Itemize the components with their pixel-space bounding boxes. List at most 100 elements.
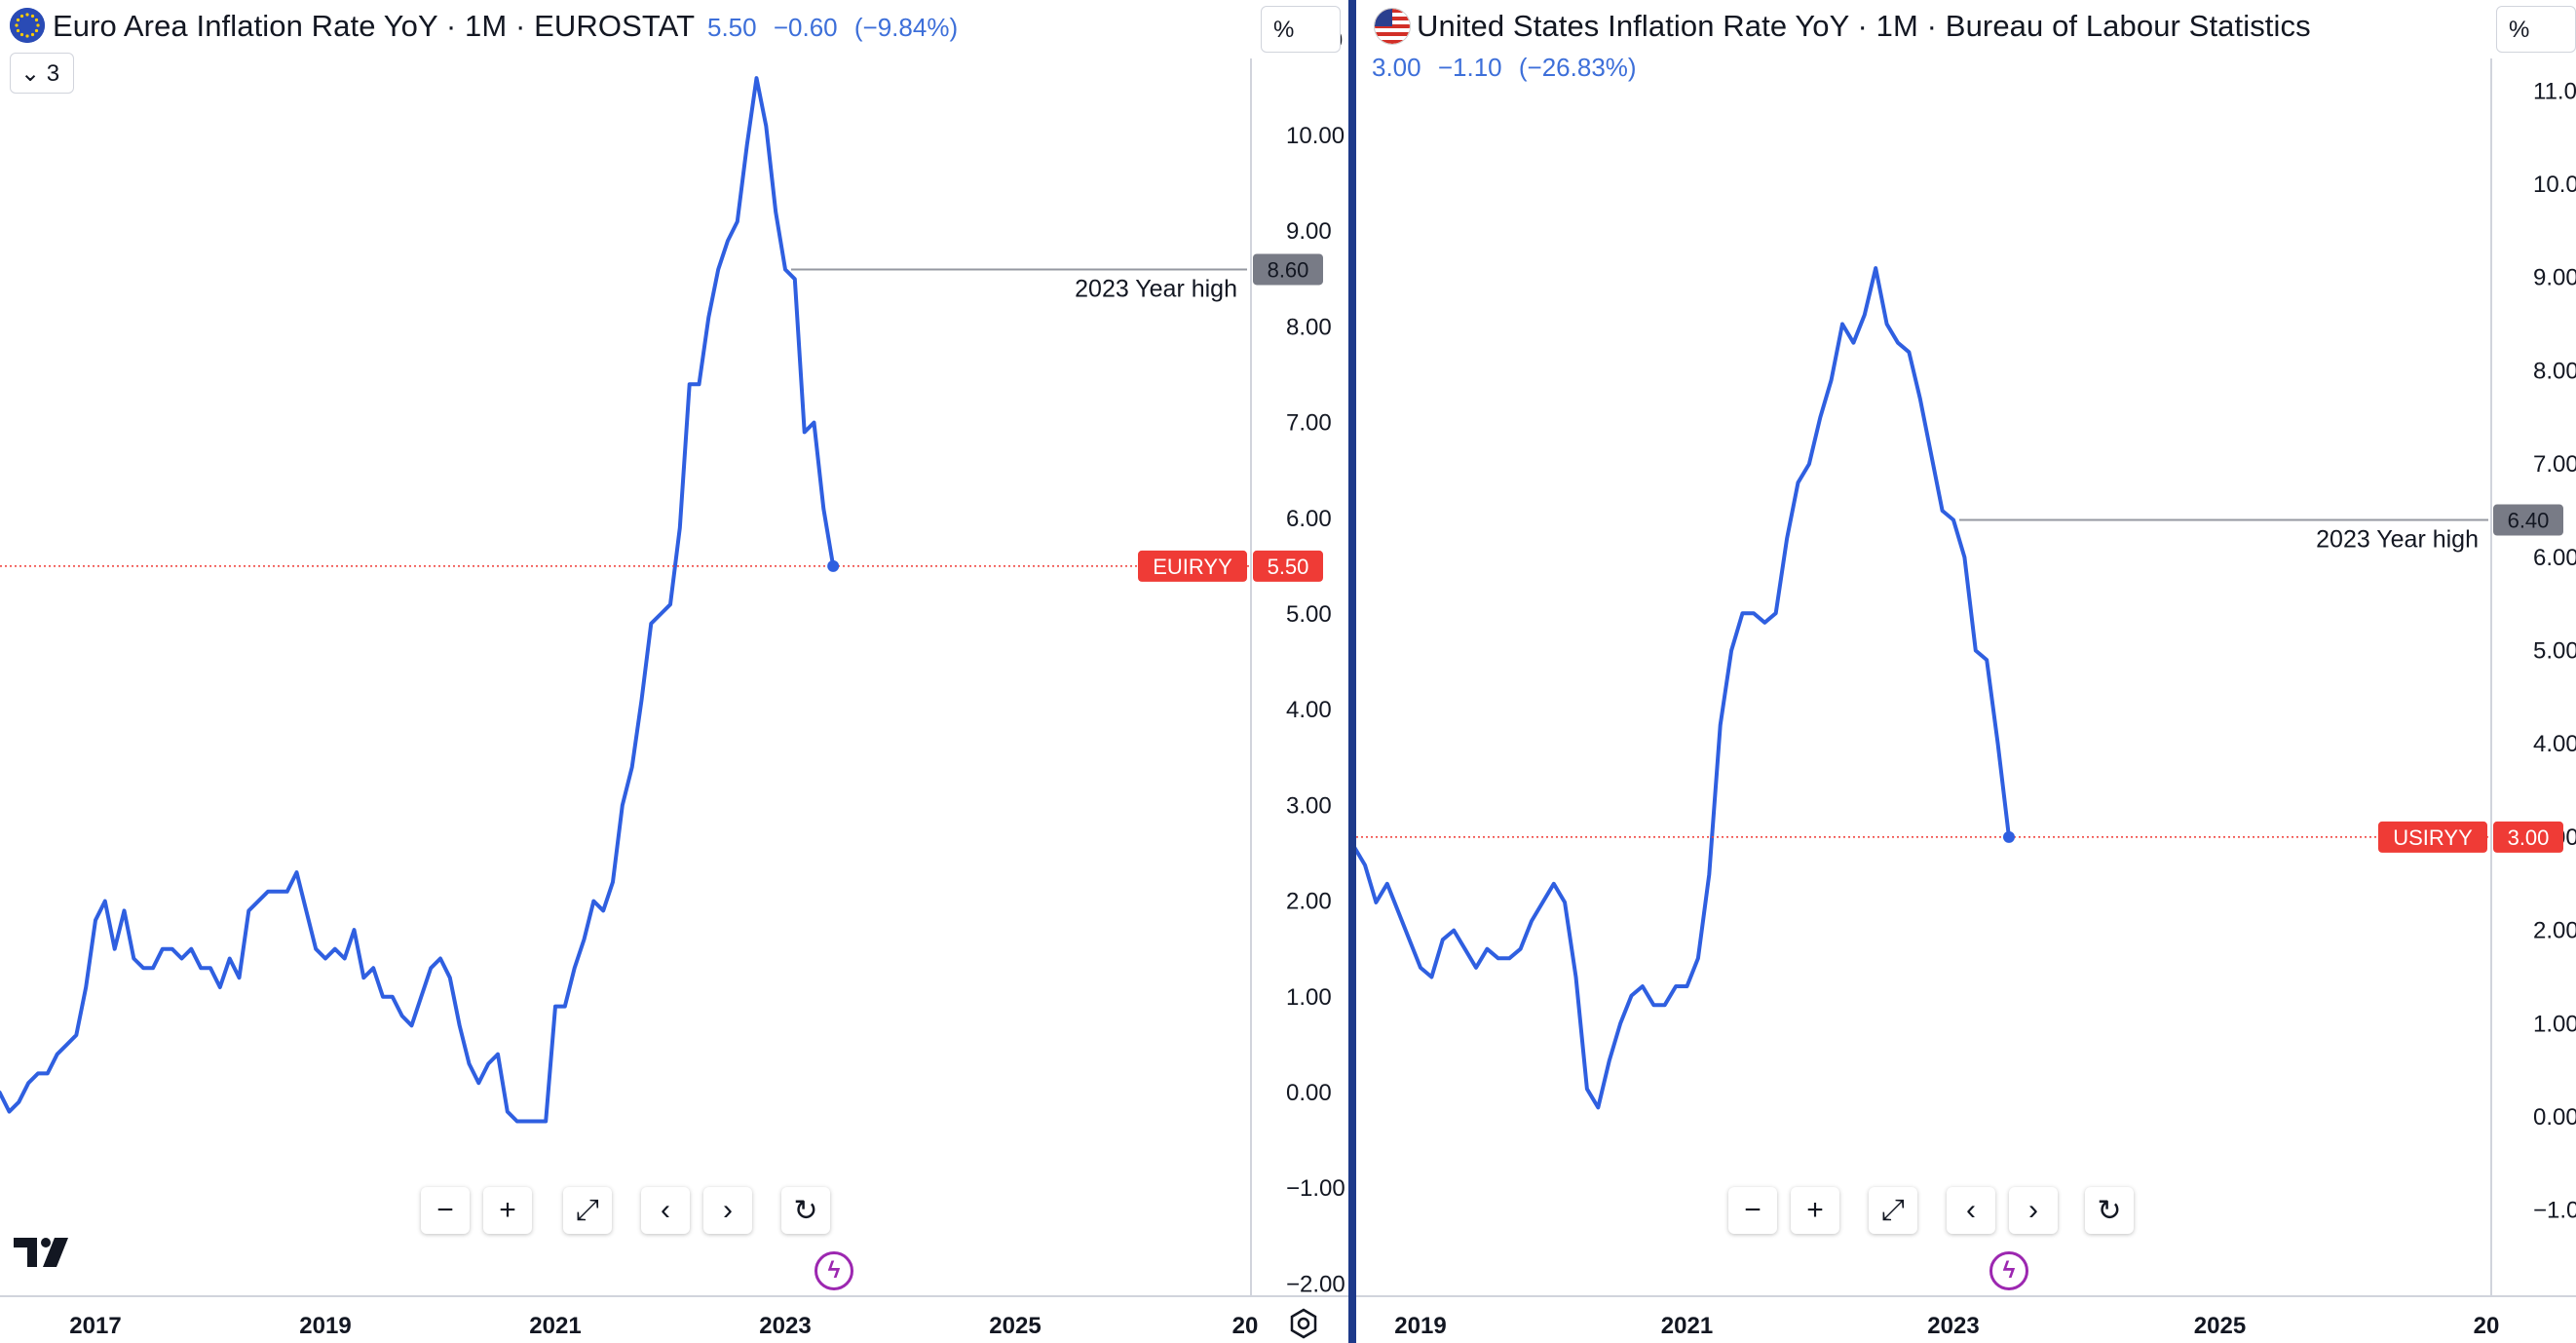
reset-icon: ↻ — [793, 1194, 818, 1227]
quote-change-pct: (−9.84%) — [853, 13, 959, 42]
plus-icon: + — [499, 1194, 516, 1226]
unit-button[interactable]: % — [2496, 6, 2576, 53]
last-value-tag-bg — [1253, 550, 1323, 582]
x-tick-label: 20 — [1232, 1313, 1259, 1339]
y-tick-label: 5.00 — [2533, 638, 2576, 665]
series-line — [1356, 266, 2011, 1110]
reset-button[interactable]: ↻ — [2085, 1187, 2134, 1234]
scroll-left-button[interactable]: ‹ — [1947, 1187, 1995, 1234]
y-tick-label: 9.00 — [1286, 218, 1332, 245]
chevron-left-icon: ‹ — [661, 1194, 670, 1226]
chevron-down-icon: ⌄ — [20, 60, 41, 87]
last-value-tag: 3.00 — [2508, 825, 2550, 850]
y-tick-label: 3.00 — [1286, 792, 1332, 819]
eu-flag-icon — [10, 8, 45, 43]
last-point-marker — [827, 559, 840, 572]
y-tick-label: −1.00 — [2533, 1198, 2576, 1224]
y-tick-label: 10.00 — [1286, 123, 1345, 149]
zoom-out-button[interactable]: − — [1728, 1187, 1777, 1234]
scroll-right-button[interactable]: › — [703, 1187, 752, 1234]
y-tick-label: 1.00 — [1286, 984, 1332, 1011]
scroll-right-button[interactable]: › — [2009, 1187, 2058, 1234]
reset-button[interactable]: ↻ — [781, 1187, 830, 1234]
gear-icon[interactable] — [1284, 1304, 1323, 1343]
y-tick-label: 1.00 — [2533, 1011, 2576, 1037]
last-value-tag: 5.50 — [1268, 555, 1309, 579]
chevron-right-icon: › — [2028, 1194, 2038, 1226]
symbol-tag: USIRYY — [2393, 825, 2473, 850]
y-tick-label: 7.00 — [2533, 451, 2576, 478]
quote-change-pct: (−26.83%) — [1518, 53, 1637, 82]
y-tick-label: 0.00 — [2533, 1104, 2576, 1131]
y-tick-label: −2.00 — [1286, 1271, 1345, 1297]
symbol-tag-bg — [1138, 550, 1247, 582]
expand-icon: ⤢ — [1881, 1194, 1905, 1226]
y-tick-label: 11.00 — [2533, 78, 2576, 104]
year-high-tag: 6.40 — [2508, 509, 2550, 533]
x-tick-label: 2017 — [69, 1313, 121, 1339]
year-high-text: 2023 Year high — [1075, 275, 1237, 302]
zoom-out-button[interactable]: − — [421, 1187, 470, 1234]
indicators-collapse-button[interactable]: ⌄ 3 — [10, 53, 74, 94]
y-tick-label: 5.00 — [1286, 601, 1332, 628]
x-tick-label: 2021 — [529, 1313, 581, 1339]
zoom-in-button[interactable]: + — [483, 1187, 532, 1234]
expand-button[interactable]: ⤢ — [1869, 1187, 1917, 1234]
y-tick-label: 2.00 — [1286, 889, 1332, 915]
y-tick-label: 2.00 — [2533, 918, 2576, 944]
unit-label: % — [2509, 17, 2530, 43]
chevron-left-icon: ‹ — [1966, 1194, 1976, 1226]
y-tick-label: 8.00 — [2533, 358, 2576, 384]
y-tick-label: 6.00 — [1286, 506, 1332, 532]
quote-change: −0.60 — [773, 13, 838, 42]
x-tick-label: 2021 — [1661, 1313, 1713, 1339]
pane-divider[interactable] — [1348, 0, 1356, 1343]
y-tick-label: −1.00 — [1286, 1175, 1345, 1202]
x-tick-label: 2023 — [1927, 1313, 1979, 1339]
y-tick-label: 0.00 — [1286, 1080, 1332, 1106]
chart-quote: 5.50 −0.60 (−9.84%) — [707, 13, 967, 43]
x-tick-label: 2025 — [989, 1313, 1041, 1339]
minus-icon: − — [1744, 1194, 1762, 1226]
year-high-tag: 8.60 — [1268, 257, 1309, 282]
scroll-left-button[interactable]: ‹ — [641, 1187, 690, 1234]
y-tick-label: 4.00 — [1286, 697, 1332, 723]
indicators-count: 3 — [46, 60, 60, 87]
chart-title[interactable]: United States Inflation Rate YoY · 1M · … — [1417, 9, 2311, 43]
minus-icon: − — [436, 1194, 454, 1226]
quote-last: 3.00 — [1372, 53, 1421, 82]
chart-pane-us: 11.00 10.00 9.00 8.00 7.00 6.00 5.00 4.00 3.00 2.… — [1356, 0, 2576, 1343]
lightning-icon[interactable]: ϟ — [814, 1251, 853, 1290]
year-high-tag-bg — [1253, 253, 1323, 286]
y-tick-label: 4.00 — [2533, 731, 2576, 757]
y-tick-label: 9.00 — [2533, 265, 2576, 291]
plus-icon: + — [1806, 1194, 1824, 1226]
us-chart-canvas[interactable]: 11.00 10.00 9.00 8.00 7.00 6.00 5.00 4.00 3.00 2.… — [1356, 0, 2576, 1343]
last-point-marker — [2002, 830, 2015, 843]
euro-chart-canvas[interactable]: 11.0010.009.008.007.006.005.004.003.002.… — [0, 0, 1348, 1343]
x-tick-label: 2019 — [1394, 1313, 1446, 1339]
y-tick-label: 8.00 — [1286, 314, 1332, 340]
x-tick-label: 20 — [2474, 1313, 2500, 1339]
chart-quote: 3.00 −1.10 (−26.83%) — [1372, 53, 1647, 83]
y-tick-label: 6.00 — [2533, 545, 2576, 571]
chart-title[interactable]: Euro Area Inflation Rate YoY · 1M · EURO… — [53, 9, 696, 43]
year-high-text: 2023 Year high — [2316, 526, 2479, 554]
chart-pane-euro: 11.0010.009.008.007.006.005.004.003.002.… — [0, 0, 1348, 1343]
reset-icon: ↻ — [2097, 1194, 2122, 1227]
series-line — [0, 76, 836, 1124]
chevron-right-icon: › — [723, 1194, 733, 1226]
x-tick-label: 2019 — [299, 1313, 351, 1339]
lightning-icon[interactable]: ϟ — [1989, 1251, 2028, 1290]
quote-last: 5.50 — [707, 13, 757, 42]
expand-icon: ⤢ — [576, 1194, 599, 1226]
expand-button[interactable]: ⤢ — [563, 1187, 612, 1234]
year-high-tag-bg — [2493, 504, 2563, 536]
zoom-in-button[interactable]: + — [1791, 1187, 1839, 1234]
symbol-tag-bg — [2378, 821, 2487, 853]
unit-button[interactable]: % — [1261, 6, 1341, 53]
x-tick-label: 2025 — [2194, 1313, 2246, 1339]
last-value-tag-bg — [2493, 821, 2563, 853]
tradingview-logo[interactable] — [14, 1238, 74, 1274]
symbol-tag: EUIRYY — [1153, 555, 1232, 579]
